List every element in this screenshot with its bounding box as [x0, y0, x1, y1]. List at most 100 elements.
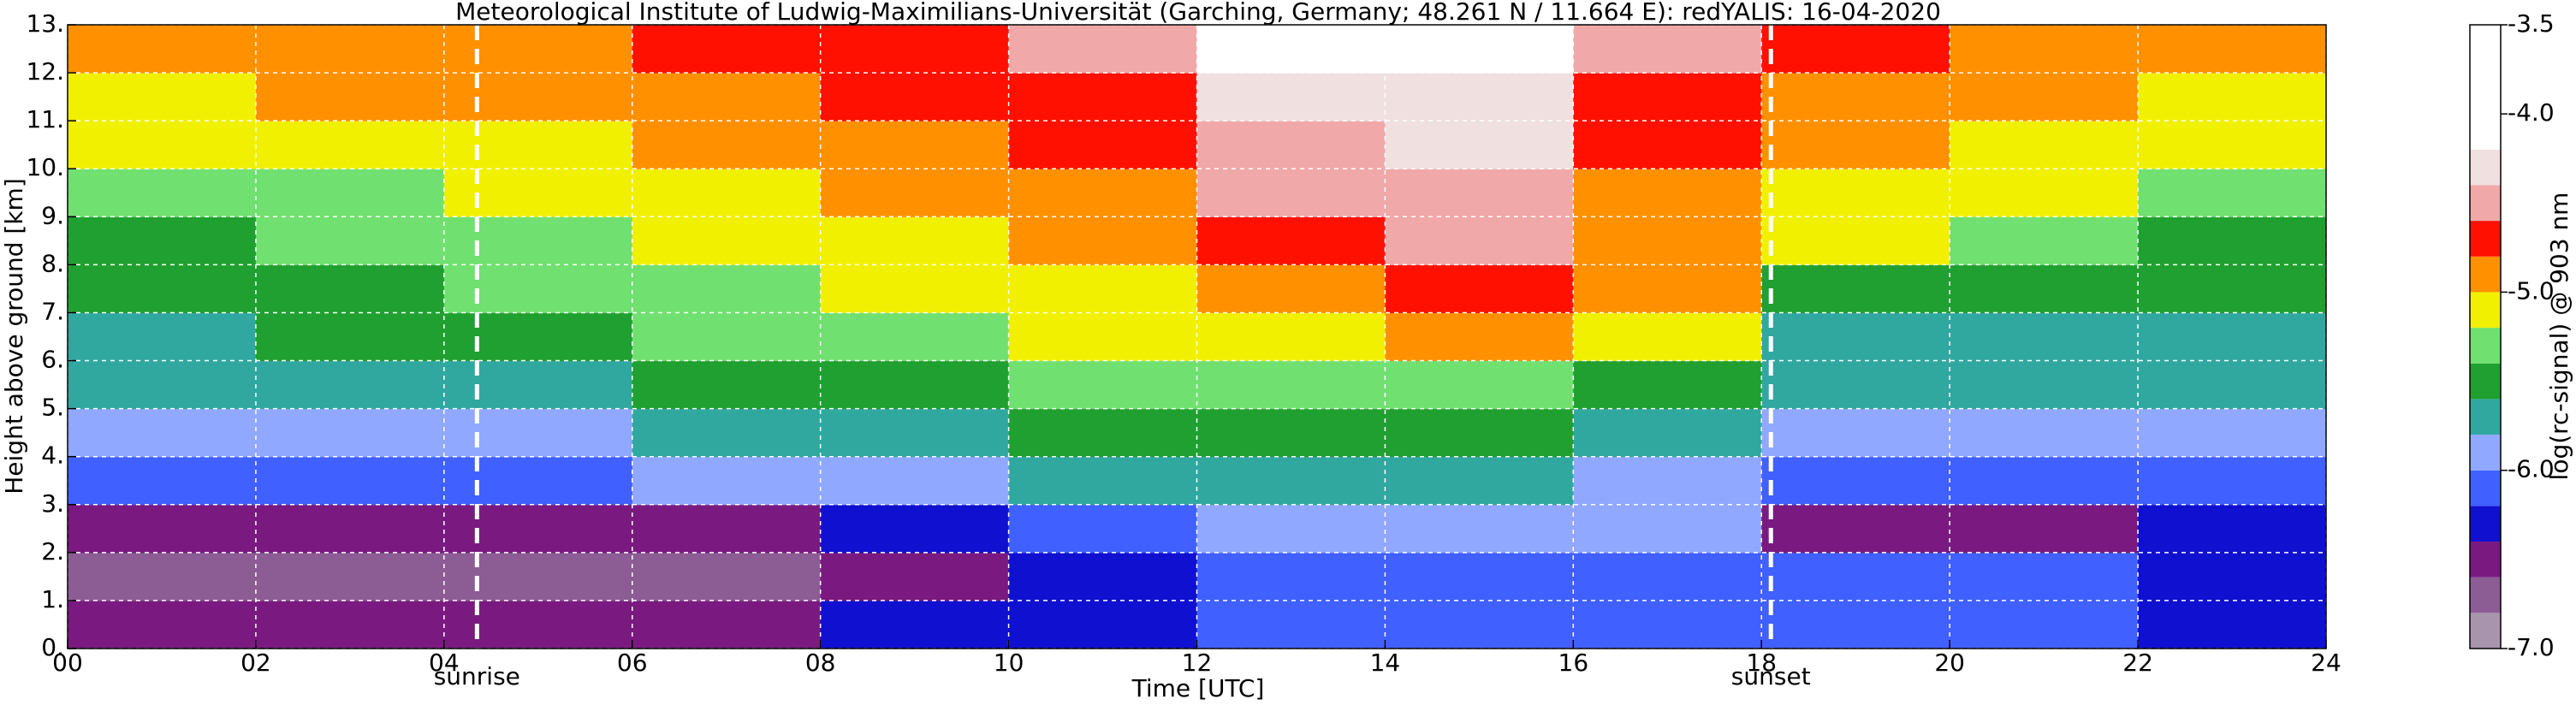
heatmap-cell — [1761, 360, 1950, 410]
heatmap-cell — [1008, 216, 1197, 265]
heatmap-cell — [632, 408, 822, 458]
heatmap-cell — [255, 216, 445, 265]
heatmap-cell — [255, 264, 445, 313]
x-tick-label: 04 — [429, 649, 460, 677]
heatmap-cell — [1573, 73, 1762, 121]
heatmap-cell — [443, 552, 633, 601]
heatmap-cell — [1385, 25, 1574, 74]
heatmap-cell — [68, 73, 257, 121]
x-tick-label: 06 — [617, 649, 648, 677]
heatmap-cell — [68, 216, 257, 265]
y-tick-label: 6. — [41, 346, 64, 374]
heatmap-cell — [443, 25, 633, 74]
heatmap-cell — [1573, 456, 1762, 506]
heatmap-cell — [2138, 552, 2327, 601]
heatmap-cell — [1573, 552, 1762, 601]
heatmap-cell — [1385, 360, 1574, 410]
heatmap-cell — [1950, 600, 2139, 649]
heatmap-cell — [1573, 216, 1762, 265]
x-axis-label: Time [UTC] — [1131, 674, 1265, 702]
heatmap-cell — [1761, 121, 1950, 169]
y-axis-label: Height above ground [km] — [0, 178, 28, 495]
heatmap-cell — [68, 504, 257, 554]
heatmap-cell — [632, 25, 822, 74]
annotation-label: sunset — [1731, 662, 1811, 690]
heatmap-cell — [820, 169, 1010, 217]
heatmap-cell — [1761, 73, 1950, 121]
heatmap-cell — [2138, 264, 2327, 313]
heatmap-cell — [68, 456, 257, 506]
heatmap-cell — [820, 264, 1010, 313]
colorbar-band — [2470, 25, 2501, 150]
annotation-label: sunrise — [434, 662, 520, 690]
colorbar-band — [2470, 221, 2501, 257]
heatmap-cell — [1950, 121, 2139, 169]
heatmap-cell — [255, 600, 445, 649]
x-tick-label: 22 — [2122, 649, 2153, 677]
y-tick-label: 3. — [41, 489, 64, 518]
heatmap-cell — [1008, 552, 1197, 601]
heatmap-cell — [1573, 312, 1762, 362]
heatmap-cell — [1385, 216, 1574, 265]
heatmap-cell — [255, 121, 445, 169]
heatmap-cell — [1008, 169, 1197, 217]
heatmap-cell — [68, 312, 257, 362]
heatmap-cell — [1196, 360, 1386, 410]
heatmap-cell — [1950, 73, 2139, 121]
heatmap-cell — [2138, 456, 2327, 506]
heatmap-cell — [2138, 408, 2327, 458]
heatmap-cell — [1950, 216, 2139, 265]
y-tick-label: 0. — [41, 633, 64, 661]
x-tick-label: 00 — [52, 649, 83, 677]
heatmap-cell — [820, 600, 1010, 649]
y-tick-label: 2. — [41, 537, 64, 566]
heatmap-cell — [1573, 25, 1762, 74]
heatmap-cell — [1008, 73, 1197, 121]
heatmap-cell — [1008, 360, 1197, 410]
heatmap-cell — [632, 121, 822, 169]
y-tick-label: 1. — [41, 585, 64, 613]
heatmap-cell — [1950, 312, 2139, 362]
heatmap-cell — [632, 73, 822, 121]
colorbar-band — [2470, 506, 2501, 542]
heatmap-cell — [443, 216, 633, 265]
heatmap-cell — [255, 456, 445, 506]
heatmap-cell — [68, 600, 257, 649]
heatmap-cell — [1196, 25, 1386, 74]
colorbar-band — [2470, 185, 2501, 222]
heatmap-cell — [1573, 600, 1762, 649]
heatmap-cell — [820, 73, 1010, 121]
heatmap-cell — [2138, 25, 2327, 74]
heatmap-cell — [1385, 121, 1574, 169]
heatmap-cell — [820, 504, 1010, 554]
colorbar-tick-label: -6.0 — [2508, 455, 2555, 483]
y-tick-label: 12. — [26, 57, 64, 86]
colorbar-tick-label: -4.0 — [2508, 98, 2555, 127]
heatmap-cell — [1573, 504, 1762, 554]
heatmap-cell — [68, 552, 257, 601]
heatmap-cell — [820, 216, 1010, 265]
colorbar-band — [2470, 399, 2501, 435]
heatmap-cell — [1196, 552, 1386, 601]
colorbar-band — [2470, 256, 2501, 293]
heatmap-cell — [1008, 504, 1197, 554]
heatmap-cell — [1385, 552, 1574, 601]
heatmap-cell — [443, 408, 633, 458]
heatmap-cell — [632, 504, 822, 554]
heatmap-cell — [1385, 73, 1574, 121]
heatmap-cell — [68, 408, 257, 458]
heatmap-cell — [255, 312, 445, 362]
heatmap-cell — [1950, 169, 2139, 217]
heatmap-cell — [2138, 73, 2327, 121]
colorbar-band — [2470, 149, 2501, 186]
colorbar-band — [2470, 363, 2501, 400]
x-tick-label: 02 — [240, 649, 271, 677]
colorbar-tick-label: -3.5 — [2508, 9, 2555, 38]
heatmap-cell — [1196, 600, 1386, 649]
y-tick-label: 5. — [41, 394, 64, 422]
heatmap-cell — [443, 600, 633, 649]
heatmap-cell — [68, 25, 257, 74]
heatmap-cell — [1950, 25, 2139, 74]
heatmap-cell — [1385, 169, 1574, 217]
